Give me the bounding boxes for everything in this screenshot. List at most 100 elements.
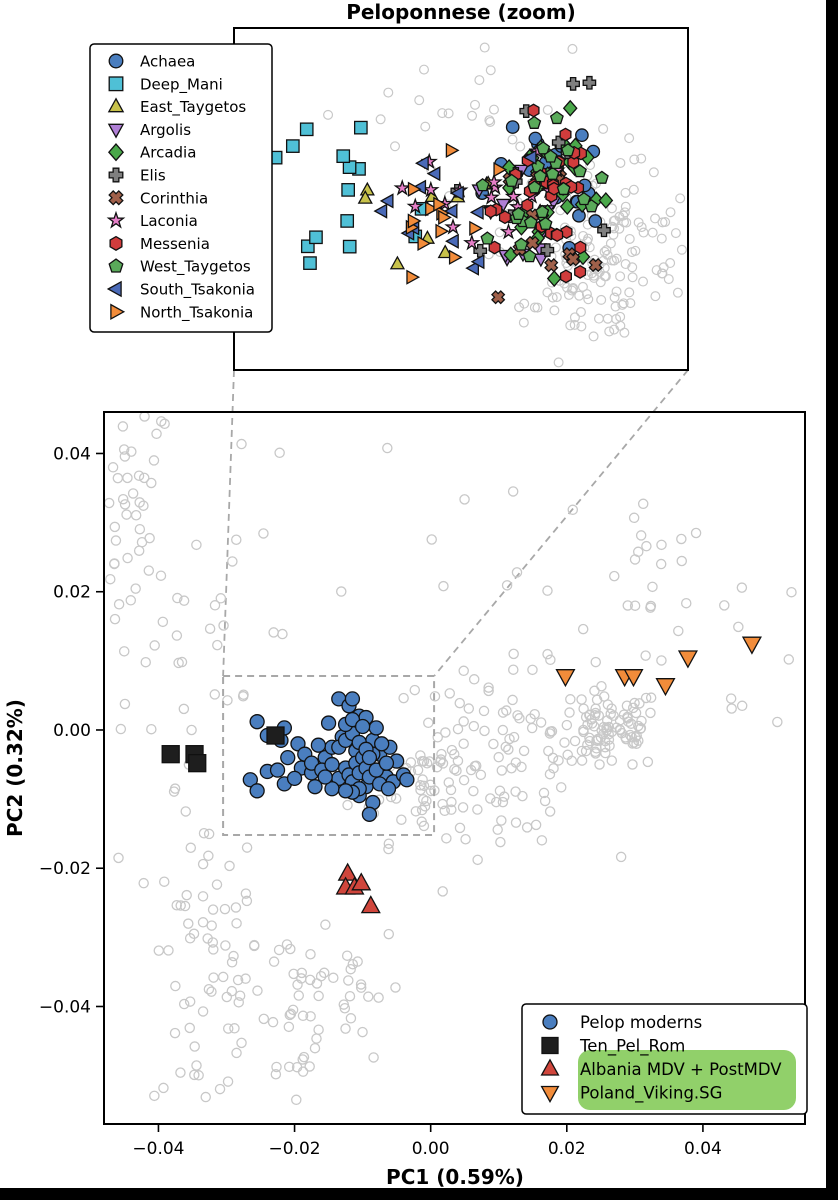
inset-background-point [604,326,615,337]
background-point [590,656,601,668]
data-point [399,772,415,788]
background-point [138,877,149,889]
inset-background-point [665,207,676,218]
inset-legend-marker [107,97,125,113]
data-point [741,636,762,655]
background-point [479,725,490,737]
background-point [590,703,601,714]
background-point [157,616,169,628]
background-point [149,1090,160,1102]
inset-data-point [443,203,458,219]
background-point [178,998,190,1010]
inset-background-point [606,255,617,266]
background-point [340,1023,351,1034]
background-point [783,654,795,665]
background-point [444,688,455,699]
background-point [117,493,129,505]
inset-data-point [521,198,534,213]
background-point [138,472,150,484]
inset-data-point [543,149,558,163]
background-point [136,536,148,548]
inset-legend-marker [108,167,124,183]
inset-background-point [549,305,560,316]
inset-background-point [615,157,626,168]
data-point [361,806,378,822]
inset-background-point [583,233,594,244]
legend-highlight [578,1050,796,1110]
background-point [641,540,652,552]
inset-background-point [656,268,667,279]
background-point [436,748,447,760]
inset-background-point [611,253,622,264]
inset-legend-label: Deep_Mani [140,75,223,94]
inset-background-point [628,184,639,195]
background-point [297,1066,309,1077]
inset-background-point [470,99,481,110]
background-point [496,815,507,826]
inset-title: Peloponnese (zoom) [346,0,576,24]
background-point [454,822,466,834]
inset-background-point [676,244,687,255]
background-point [240,973,251,984]
background-point [363,991,374,1002]
inset-data-point [511,206,526,220]
inset-data-point [574,240,587,255]
background-point [555,782,567,793]
background-point [599,741,611,753]
data-point [266,726,285,745]
inset-data-point [588,257,603,273]
inset-background-point [485,116,496,127]
background-point [193,1070,204,1081]
background-point [215,593,227,604]
inset-legend-label: Achaea [140,53,195,71]
background-point [642,756,654,768]
inset-legend-marker [108,190,124,206]
background-point [126,446,137,457]
data-point [337,783,354,799]
background-point [305,1011,316,1022]
data-point [378,755,395,771]
data-point [354,718,371,735]
zoom-connector-lines [222,369,689,677]
data-point [307,779,323,795]
legend-marker [540,1058,560,1076]
inset-background-point [581,289,592,300]
inset-background-point [488,104,499,115]
background-point [297,1054,308,1065]
inset-data-point [565,252,581,267]
background-point [542,585,553,596]
background-point [621,700,633,712]
background-point [445,784,457,796]
background-point [470,760,482,771]
inset-background-point [593,313,604,324]
background-point [458,738,469,750]
background-point [609,570,620,582]
inset-series-points [268,75,614,305]
inset-data-point [549,110,564,125]
background-point [562,749,573,761]
inset-background-point [519,298,530,309]
inset-data-point [437,244,453,259]
inset-legend-marker [108,76,124,92]
background-point [459,494,470,505]
inset-background-point [660,216,671,227]
inset-data-point [480,231,495,245]
background-point [622,600,634,611]
y-tick-label: 0.04 [53,444,91,464]
data-point [286,770,303,787]
background-point [118,444,130,455]
background-point [432,732,443,743]
background-point [576,694,587,705]
inset-data-point [533,253,549,268]
inset-data-point [562,99,578,117]
inset-background-point [630,245,641,256]
background-point [109,558,120,569]
legend-label: Ten_Pel_Rom [579,1037,685,1057]
inset-data-point [406,197,424,214]
background-point [418,820,430,832]
inset-background-point [624,233,635,244]
background-point [627,759,638,770]
background-point [191,1060,202,1071]
background-point [339,1003,351,1014]
